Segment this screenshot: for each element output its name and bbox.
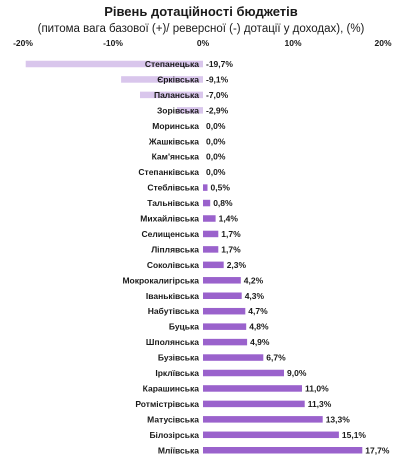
- bar: [121, 76, 203, 83]
- category-label: Єрківська: [157, 74, 199, 84]
- value-label: 0,0%: [206, 136, 226, 146]
- value-label: 0,0%: [206, 167, 226, 177]
- bar: [176, 107, 203, 114]
- value-label: 0,8%: [213, 198, 233, 208]
- value-label: 0,0%: [206, 121, 226, 131]
- value-label: 1,7%: [221, 244, 241, 254]
- bar: [203, 292, 242, 299]
- category-label: Буцька: [169, 322, 199, 332]
- value-label: 9,0%: [287, 368, 307, 378]
- x-tick-label: 20%: [374, 38, 391, 48]
- bar: [203, 307, 246, 315]
- category-label: Набутівська: [148, 306, 200, 316]
- bar: [203, 277, 241, 284]
- category-label: Бузівська: [158, 353, 199, 363]
- bar: [203, 447, 363, 454]
- value-label: 1,7%: [221, 229, 241, 239]
- value-labels: -19,7% -9,1% -7,0% -2,9% 0,0% 0,0% 0,0% 0,0% 0,5…: [206, 59, 390, 455]
- category-label: Мліївська: [158, 445, 199, 455]
- category-label: Тальнівська: [147, 198, 199, 208]
- category-label: Паланська: [154, 90, 199, 100]
- value-label: 13,3%: [326, 414, 351, 424]
- category-label: Карашинська: [143, 383, 200, 393]
- value-label: 6,7%: [266, 353, 286, 363]
- bar: [203, 369, 284, 377]
- x-axis-ticks: -20% -10% 0% 10% 20%: [13, 38, 392, 48]
- value-label: 11,3%: [308, 399, 332, 409]
- value-label: 0,5%: [211, 183, 231, 193]
- bars-group: [25, 60, 363, 454]
- chart-title: Рівень дотаційності бюджетів: [104, 4, 298, 19]
- value-label: 0,0%: [206, 152, 226, 162]
- category-label: Степанківська: [138, 167, 199, 177]
- value-label: 15,1%: [342, 430, 367, 440]
- bar: [203, 246, 219, 253]
- category-label: Михайлівська: [140, 214, 199, 224]
- bar: [203, 261, 224, 269]
- bar: [203, 184, 208, 191]
- category-label: Зорівська: [157, 105, 199, 115]
- value-label: 4,8%: [249, 322, 269, 332]
- bar: [25, 60, 204, 68]
- value-label: 4,3%: [245, 291, 265, 301]
- x-tick-label: -10%: [103, 38, 123, 48]
- category-labels: Степанецька Єрківська Паланська Зорівська Мо…: [122, 59, 199, 455]
- category-label: Стеблівська: [147, 183, 199, 193]
- bar: [203, 354, 264, 361]
- x-tick-label: -20%: [13, 38, 33, 48]
- value-label: 1,4%: [219, 214, 239, 224]
- category-label: Шполянська: [146, 337, 199, 347]
- bar: [203, 400, 305, 408]
- value-label: -9,1%: [206, 74, 229, 84]
- category-label: Ліплявська: [151, 244, 199, 254]
- value-label: 17,7%: [365, 445, 390, 455]
- value-label: -19,7%: [206, 59, 233, 69]
- bar: [203, 416, 323, 423]
- bar: [203, 199, 211, 207]
- value-label: 4,9%: [250, 337, 270, 347]
- value-label: 11,0%: [305, 383, 329, 393]
- value-label: 4,7%: [248, 306, 268, 316]
- value-label: 4,2%: [244, 275, 264, 285]
- category-label: Соколівська: [147, 260, 199, 270]
- bar: [203, 338, 248, 346]
- category-label: Кам'янська: [152, 152, 200, 162]
- category-label: Ротмістрівська: [135, 399, 199, 409]
- bar: [203, 323, 247, 330]
- category-label: Жашківська: [148, 136, 199, 146]
- category-label: Моринська: [152, 121, 199, 131]
- bar: [203, 230, 219, 238]
- category-label: Іваньківська: [146, 291, 199, 301]
- x-tick-label: 10%: [284, 38, 301, 48]
- x-tick-label: 0%: [197, 38, 210, 48]
- value-label: -7,0%: [206, 90, 229, 100]
- category-label: Білозірська: [149, 430, 199, 440]
- category-label: Ірклївська: [155, 368, 199, 378]
- bar: [203, 431, 339, 439]
- value-label: 2,3%: [227, 260, 247, 270]
- category-label: Степанецька: [145, 59, 199, 69]
- bar: [140, 91, 203, 99]
- bar: [203, 215, 216, 222]
- category-label: Селищенська: [142, 229, 200, 239]
- category-label: Матусівська: [147, 414, 199, 424]
- chart-subtitle: (питома вага базової (+)/ реверсної (-) …: [38, 23, 365, 35]
- bar: [203, 385, 302, 392]
- value-label: -2,9%: [206, 105, 229, 115]
- category-label: Мокрокалигірська: [122, 275, 199, 285]
